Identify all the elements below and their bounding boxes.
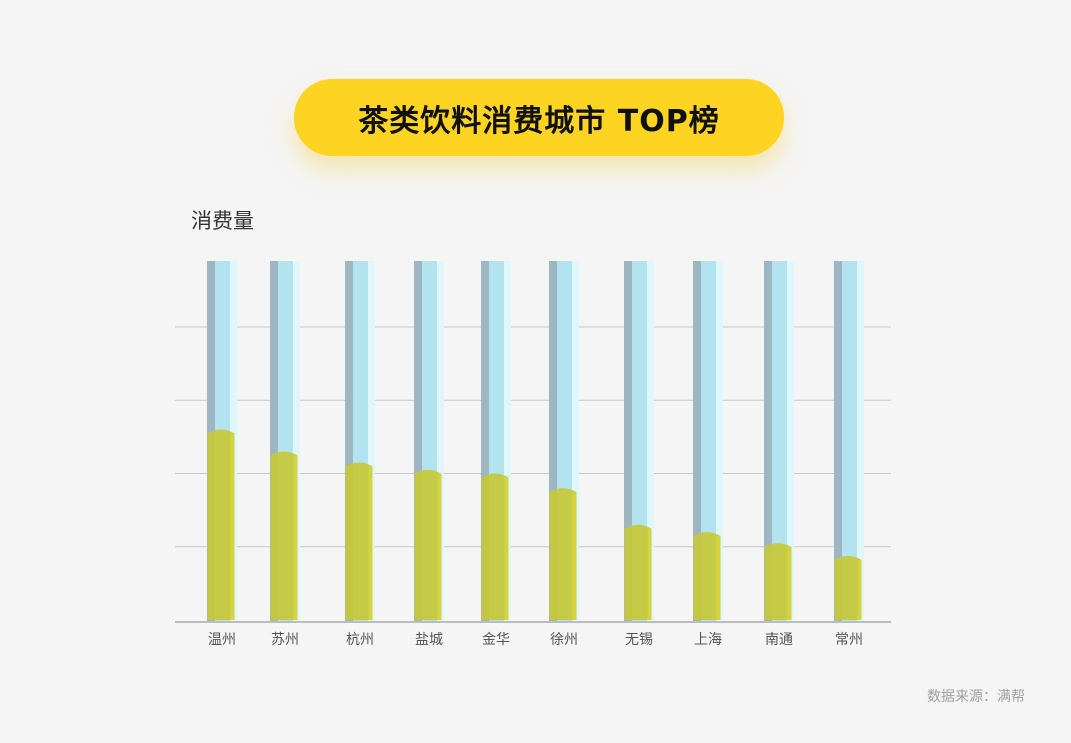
tube-body (842, 261, 857, 621)
tube-highlight (293, 261, 300, 621)
tube-shadow (549, 261, 557, 621)
bar-温州 (207, 429, 235, 620)
tick-label-徐州: 徐州 (550, 632, 578, 648)
bar-金华 (481, 473, 509, 620)
title-pill: 茶类饮料消费城市 TOP榜 (294, 79, 784, 156)
tick-label-盐城: 盐城 (415, 632, 443, 648)
tube-highlight (647, 261, 654, 621)
tube-shadow (481, 261, 489, 621)
bar-无锡 (624, 524, 652, 620)
bar-edge (504, 477, 509, 620)
bar-苏州 (270, 451, 298, 620)
tube-highlight (716, 261, 723, 621)
tube-shadow (624, 261, 632, 621)
bar-edge (368, 466, 373, 620)
bar-edge (787, 547, 792, 620)
bar-edge (857, 559, 862, 620)
tick-label-杭州: 杭州 (346, 632, 374, 648)
tube-shadow (345, 261, 353, 621)
bar-盐城 (414, 469, 442, 620)
tube-highlight (572, 261, 579, 621)
bar-edge (572, 492, 577, 620)
chart-title: 茶类饮料消费城市 TOP榜 (358, 103, 720, 139)
bar-南通 (764, 543, 792, 620)
tick-label-无锡: 无锡 (625, 632, 653, 648)
tube-highlight (368, 261, 375, 621)
tick-label-常州: 常州 (835, 632, 863, 648)
tube-body (701, 261, 716, 621)
tube-shadow (270, 261, 278, 621)
data-source: 数据来源：满帮 (927, 689, 1025, 705)
y-axis-label: 消费量 (191, 209, 254, 233)
bar-常州 (834, 555, 862, 620)
tick-label-苏州: 苏州 (271, 632, 299, 648)
tube-shadow (764, 261, 772, 621)
bar-杭州 (345, 462, 373, 620)
tube-shadow (834, 261, 842, 621)
tick-label-南通: 南通 (765, 632, 793, 648)
tube-highlight (437, 261, 444, 621)
bar-徐州 (549, 488, 577, 620)
tube-highlight (857, 261, 864, 621)
bar-上海 (693, 532, 721, 620)
bar-edge (437, 473, 442, 620)
tube-shadow (414, 261, 422, 621)
bar-edge (647, 528, 652, 620)
bar-edge (293, 455, 298, 620)
tube-shadow (693, 261, 701, 621)
tube-highlight (787, 261, 794, 621)
bar-edge (716, 536, 721, 620)
bar-edge (230, 433, 235, 620)
tick-label-金华: 金华 (482, 632, 510, 648)
tube-highlight (504, 261, 511, 621)
tick-label-上海: 上海 (694, 632, 722, 648)
tube-body (772, 261, 787, 621)
tick-label-温州: 温州 (208, 632, 236, 648)
